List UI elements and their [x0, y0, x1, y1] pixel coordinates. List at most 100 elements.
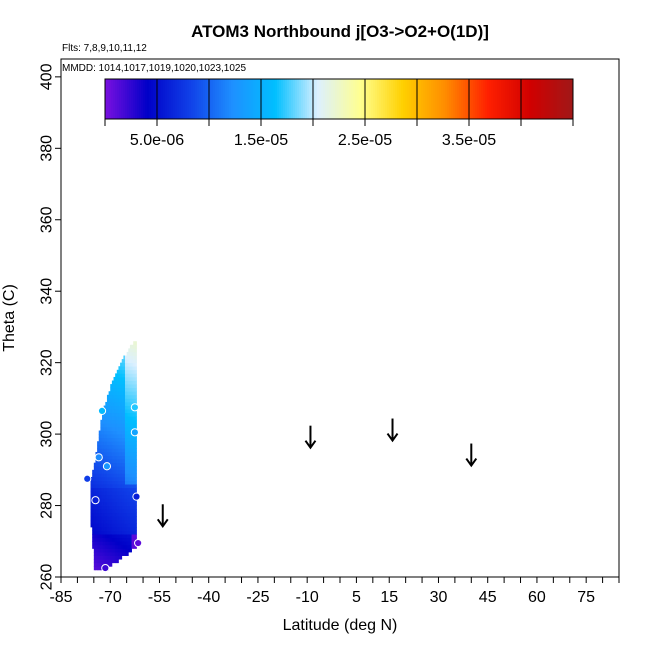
heatmap-cell: [125, 487, 128, 492]
heatmap-cell: [97, 519, 100, 524]
heatmap-cell: [125, 509, 128, 514]
heatmap-cell: [129, 355, 132, 360]
heatmap-cell: [102, 480, 105, 485]
heatmap-cell: [103, 512, 106, 517]
colorbar-segment: [399, 79, 402, 119]
heatmap-cell: [115, 398, 118, 403]
heatmap-cell: [100, 437, 103, 442]
colorbar-segment: [297, 79, 300, 119]
heatmap-cell: [123, 401, 126, 406]
heatmap-cell: [133, 437, 136, 442]
heatmap-cell: [115, 476, 118, 481]
heatmap-cell: [98, 469, 101, 474]
heatmap-cell: [134, 441, 137, 446]
heatmap-cell: [121, 548, 124, 553]
heatmap-cell: [103, 473, 106, 478]
heatmap-cell: [134, 416, 137, 421]
heatmap-cell: [125, 380, 128, 385]
heatmap-cell: [103, 459, 106, 464]
heatmap-cell: [134, 380, 137, 385]
colorbar-segment: [475, 79, 478, 119]
heatmap-cell: [120, 498, 123, 503]
heatmap-cell: [129, 373, 132, 378]
colorbar-segment: [351, 79, 354, 119]
heatmap-cell: [90, 480, 93, 485]
heatmap-cell: [134, 376, 137, 381]
heatmap-cell: [125, 437, 128, 442]
heatmap-cell: [133, 462, 136, 467]
x-tick-label: -40: [197, 589, 220, 606]
sample-point: [91, 496, 100, 505]
heatmap-cell: [102, 462, 105, 467]
heatmap-cell: [128, 476, 131, 481]
colorbar-segment: [313, 79, 316, 119]
heatmap-cell: [111, 405, 114, 410]
heatmap-cell: [129, 426, 132, 431]
heatmap-cell: [98, 444, 101, 449]
heatmap-cell: [123, 455, 126, 460]
colorbar-segment: [433, 79, 436, 119]
colorbar-segment: [465, 79, 468, 119]
heatmap-cell: [106, 512, 109, 517]
heatmap-cell: [110, 501, 113, 506]
heatmap-cell: [120, 419, 123, 424]
colorbar-segment: [543, 79, 546, 119]
heatmap-cell: [120, 409, 123, 414]
heatmap-cell: [133, 523, 136, 528]
heatmap-cell: [108, 484, 111, 489]
heatmap-cell: [105, 559, 108, 564]
heatmap-cell: [120, 441, 123, 446]
heatmap-cell: [106, 548, 109, 553]
x-tick-label: 15: [380, 589, 398, 606]
colorbar-segment: [553, 79, 556, 119]
colorbar-segment: [307, 79, 310, 119]
heatmap-cell: [125, 505, 128, 510]
heatmap-cell: [111, 426, 114, 431]
heatmap-cell: [111, 509, 114, 514]
colorbar-segment: [519, 79, 522, 119]
colorbar-segment: [117, 79, 120, 119]
heatmap-cell: [133, 344, 136, 349]
heatmap-cell: [103, 544, 106, 549]
heatmap-cell: [128, 484, 131, 489]
heatmap-cell: [120, 484, 123, 489]
heatmap-cell: [121, 455, 124, 460]
heatmap-cell: [90, 491, 93, 496]
heatmap-cell: [111, 512, 114, 517]
heatmap-cell: [105, 505, 108, 510]
heatmap-cell: [110, 544, 113, 549]
heatmap-cell: [93, 509, 96, 514]
heatmap-cell: [120, 423, 123, 428]
heatmap-cell: [108, 487, 111, 492]
heatmap-cell: [120, 366, 123, 371]
heatmap-cell: [123, 355, 126, 360]
colorbar-segment: [263, 79, 266, 119]
heatmap-cell: [113, 516, 116, 521]
heatmap-cell: [121, 359, 124, 364]
heatmap-cell: [113, 419, 116, 424]
heatmap-cell: [98, 476, 101, 481]
heatmap-cell: [97, 523, 100, 528]
heatmap-cell: [131, 362, 134, 367]
heatmap-cell: [102, 487, 105, 492]
heatmap-cell: [115, 451, 118, 456]
heatmap-cell: [125, 484, 128, 489]
colorbar-segment: [479, 79, 482, 119]
heatmap-cell: [110, 387, 113, 392]
heatmap-cell: [126, 380, 129, 385]
heatmap-cell: [102, 484, 105, 489]
heatmap-cell: [118, 409, 121, 414]
colorbar-segment: [557, 79, 560, 119]
heatmap-cell: [131, 344, 134, 349]
heatmap-cell: [92, 476, 95, 481]
heatmap-cell: [126, 544, 129, 549]
heatmap-cell: [113, 394, 116, 399]
heatmap-cell: [95, 473, 98, 478]
heatmap-cell: [128, 437, 131, 442]
colorbar-segment: [485, 79, 488, 119]
colorbar-segment: [181, 79, 184, 119]
heatmap-cell: [108, 437, 111, 442]
heatmap-cell: [134, 344, 137, 349]
heatmap-cell: [110, 473, 113, 478]
heatmap-cell: [105, 555, 108, 560]
